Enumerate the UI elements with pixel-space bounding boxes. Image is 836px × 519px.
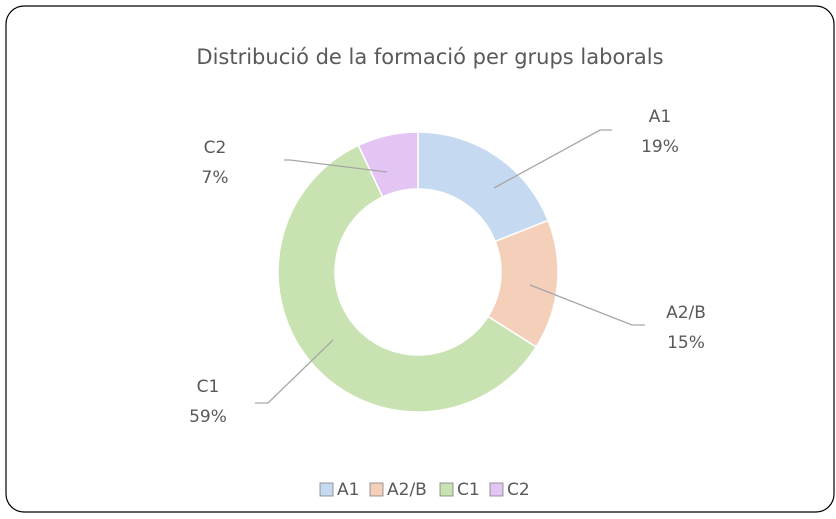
donut-segment bbox=[277, 144, 538, 413]
data-label-value: 59% bbox=[189, 407, 227, 427]
legend-label: A1 bbox=[337, 480, 359, 500]
donut-segment bbox=[357, 131, 419, 198]
legend-swatch bbox=[489, 482, 504, 497]
legend-label: C1 bbox=[457, 480, 480, 500]
data-label-value: 7% bbox=[202, 168, 229, 188]
data-label-category: C1 bbox=[197, 377, 220, 397]
legend-swatch bbox=[369, 482, 384, 497]
leader-line bbox=[284, 159, 388, 173]
data-label-category: A2/B bbox=[666, 303, 706, 323]
leader-line bbox=[529, 284, 645, 326]
chart-title: Distribució de la formació per grups lab… bbox=[196, 45, 663, 69]
legend-label: C2 bbox=[507, 480, 530, 500]
legend-swatch bbox=[439, 482, 454, 497]
leader-line bbox=[493, 129, 612, 189]
legend-swatch bbox=[319, 482, 334, 497]
data-label-category: A1 bbox=[649, 107, 671, 127]
data-label-value: 15% bbox=[667, 333, 705, 353]
data-label-value: 19% bbox=[641, 137, 679, 157]
chart-frame bbox=[5, 5, 835, 513]
leader-line bbox=[255, 339, 334, 404]
data-label-category: C2 bbox=[204, 138, 227, 158]
legend-label: A2/B bbox=[387, 480, 427, 500]
